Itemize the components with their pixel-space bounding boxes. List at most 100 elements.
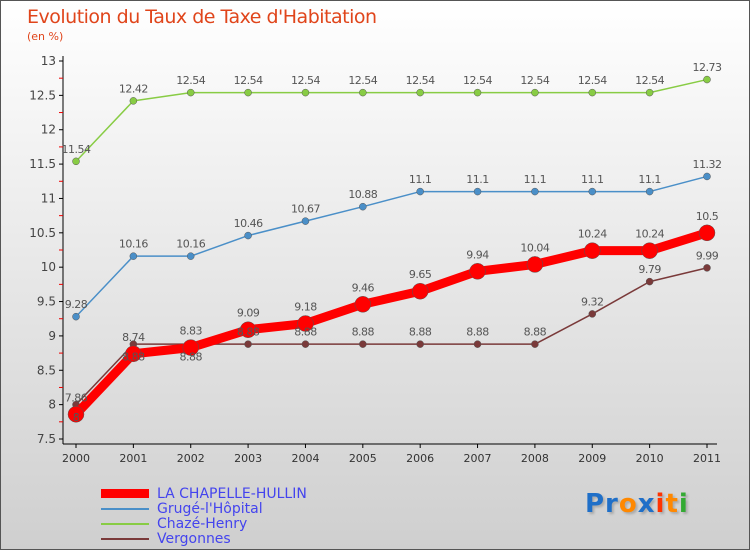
data-point <box>72 312 80 321</box>
data-label: 12.42 <box>119 82 148 95</box>
data-label: 11.1 <box>524 173 547 186</box>
legend: LA CHAPELLE-HULLIN Grugé-l'Hôpital Chazé-H… <box>101 485 307 547</box>
x-tick-label: 2002 <box>177 452 205 465</box>
data-point <box>588 310 597 318</box>
data-point <box>645 187 654 196</box>
data-label: 8.88 <box>122 351 145 364</box>
data-label: 9.65 <box>409 268 432 281</box>
data-point <box>359 202 367 211</box>
data-label: 8.74 <box>122 331 145 344</box>
x-tick-label: 2004 <box>291 452 319 465</box>
data-point <box>359 88 367 97</box>
data-point <box>531 187 539 196</box>
series-line <box>75 175 708 318</box>
data-point <box>588 88 597 97</box>
x-tick-label: 2000 <box>62 452 90 465</box>
data-point <box>301 88 310 97</box>
data-label: 8.88 <box>294 326 317 339</box>
legend-label: Vergonnes <box>157 530 231 547</box>
data-point <box>186 252 195 260</box>
data-label: 12.54 <box>406 74 435 87</box>
legend-label: Chazé-Henry <box>157 515 248 532</box>
y-tick-label: 13 <box>41 54 56 68</box>
x-tick-label: 2011 <box>693 452 721 465</box>
data-label: 11.1 <box>409 173 432 186</box>
data-point <box>359 340 367 348</box>
series-lines <box>67 75 716 423</box>
legend-label: LA CHAPELLE-HULLIN <box>157 485 307 502</box>
data-label: 8 <box>73 411 80 424</box>
data-label: 8.88 <box>237 326 260 339</box>
proxiti-logo: Proxiti <box>585 489 689 519</box>
data-point <box>244 88 252 97</box>
data-point <box>469 263 486 280</box>
data-point <box>244 340 252 348</box>
data-label: 9.18 <box>294 301 317 314</box>
legend-swatch <box>101 489 149 498</box>
data-label: 12.54 <box>176 74 205 87</box>
data-label: 10.24 <box>578 228 607 241</box>
x-tick-label: 2007 <box>464 452 492 465</box>
x-tick-label: 2009 <box>578 452 606 465</box>
legend-item: Chazé-Henry <box>101 515 307 532</box>
data-point <box>703 264 711 272</box>
data-label: 10.67 <box>291 203 320 216</box>
y-tick-label: 10 <box>41 260 56 274</box>
data-labels: 7.86 8.74 8.83 9.09 9.18 9.46 9.65 9.94 10.04 10.… <box>62 61 723 424</box>
data-point <box>301 217 310 225</box>
data-label: 11.1 <box>581 173 604 186</box>
legend-item: Vergonnes <box>101 530 307 547</box>
data-label: 12.54 <box>463 74 492 87</box>
y-tick-label: 9 <box>48 329 56 343</box>
data-label: 8.88 <box>524 326 547 339</box>
legend-item: LA CHAPELLE-HULLIN <box>101 485 307 502</box>
data-point <box>473 187 482 196</box>
y-tick-label: 8 <box>48 398 56 412</box>
data-point <box>125 345 142 363</box>
data-label: 12.54 <box>520 74 549 87</box>
series-line <box>75 267 708 406</box>
y-tick-label: 12 <box>41 123 56 137</box>
data-label: 12.54 <box>635 74 664 87</box>
data-point <box>244 231 252 240</box>
data-label: 9.46 <box>352 281 375 294</box>
data-point <box>129 97 138 105</box>
data-point <box>411 282 429 300</box>
data-label: 10.46 <box>234 217 263 230</box>
data-point <box>239 321 257 338</box>
y-tick-label: 12.5 <box>29 88 56 102</box>
data-point <box>186 88 195 97</box>
x-tick-label: 2001 <box>119 452 147 465</box>
data-label: 11.54 <box>62 143 91 156</box>
data-label: 12.54 <box>234 74 263 87</box>
data-point <box>416 88 424 97</box>
y-tick-label: 11 <box>41 191 56 205</box>
legend-item: Grugé-l'Hôpital <box>101 501 307 517</box>
x-tick-label: 2006 <box>406 452 434 465</box>
legend-swatch <box>101 522 149 525</box>
data-point <box>297 315 314 332</box>
x-tick-label: 2005 <box>349 452 377 465</box>
data-label: 12.54 <box>348 74 377 87</box>
data-label: 8.83 <box>179 325 202 338</box>
data-label: 8.88 <box>409 326 432 339</box>
data-point <box>526 256 544 273</box>
data-label: 10.16 <box>119 238 148 251</box>
data-label: 9.79 <box>638 263 661 276</box>
y-tick-label: 9.5 <box>37 295 56 309</box>
data-label: 12.54 <box>578 74 607 87</box>
data-point <box>641 242 658 259</box>
data-point <box>473 340 482 348</box>
x-tick-label: 2003 <box>234 452 262 465</box>
data-point <box>698 224 716 242</box>
data-label: 7.86 <box>65 391 88 404</box>
data-label: 12.73 <box>693 61 722 74</box>
data-point <box>416 340 424 348</box>
data-point <box>703 172 711 181</box>
y-tick-label: 10.5 <box>29 226 56 240</box>
data-point <box>182 339 199 356</box>
y-tick-label: 7.5 <box>37 432 56 446</box>
data-point <box>301 340 310 348</box>
